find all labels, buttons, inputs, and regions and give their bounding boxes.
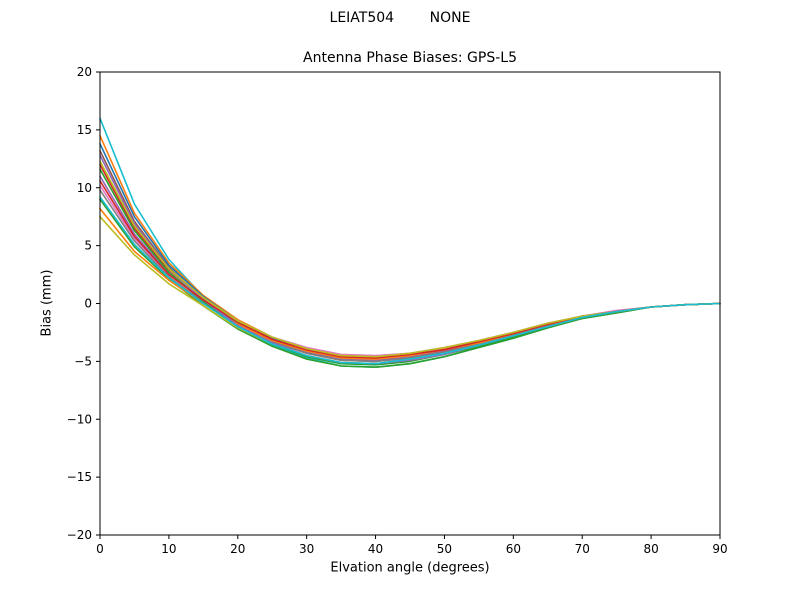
svg-text:−5: −5 [74, 354, 92, 368]
svg-text:−20: −20 [67, 528, 92, 542]
svg-text:10: 10 [161, 542, 176, 556]
svg-text:20: 20 [77, 65, 92, 79]
svg-text:−10: −10 [67, 412, 92, 426]
svg-text:70: 70 [575, 542, 590, 556]
chart-title: Antenna Phase Biases: GPS-L5 [303, 50, 517, 66]
series-line-07 [99, 184, 721, 357]
series-line-01 [99, 117, 721, 369]
svg-text:90: 90 [712, 542, 727, 556]
x-axis-label: Elvation angle (degrees) [330, 560, 490, 576]
svg-text:−15: −15 [67, 470, 92, 484]
series-line-14 [99, 180, 721, 359]
svg-text:50: 50 [437, 542, 452, 556]
svg-text:0: 0 [84, 297, 92, 311]
series-line-08 [99, 189, 721, 363]
series-line-13 [99, 154, 721, 365]
svg-text:0: 0 [96, 542, 104, 556]
series-line-03 [99, 198, 721, 369]
svg-text:60: 60 [506, 542, 521, 556]
series-line-02 [99, 134, 721, 358]
series-line-05 [99, 175, 721, 362]
series-line-04 [99, 163, 721, 360]
series-line-06 [99, 149, 721, 363]
svg-text:80: 80 [643, 542, 658, 556]
svg-text:15: 15 [77, 123, 92, 137]
series-line-10 [99, 143, 721, 359]
series-line-16 [99, 196, 721, 365]
svg-text:10: 10 [77, 181, 92, 195]
svg-text:30: 30 [299, 542, 314, 556]
series-line-11 [99, 207, 721, 360]
figure-suptitle: LEIAT504 NONE [329, 10, 471, 26]
svg-text:20: 20 [230, 542, 245, 556]
series-line-12 [99, 168, 721, 366]
svg-text:5: 5 [84, 239, 92, 253]
svg-text:40: 40 [368, 542, 383, 556]
series-line-15 [99, 160, 721, 358]
